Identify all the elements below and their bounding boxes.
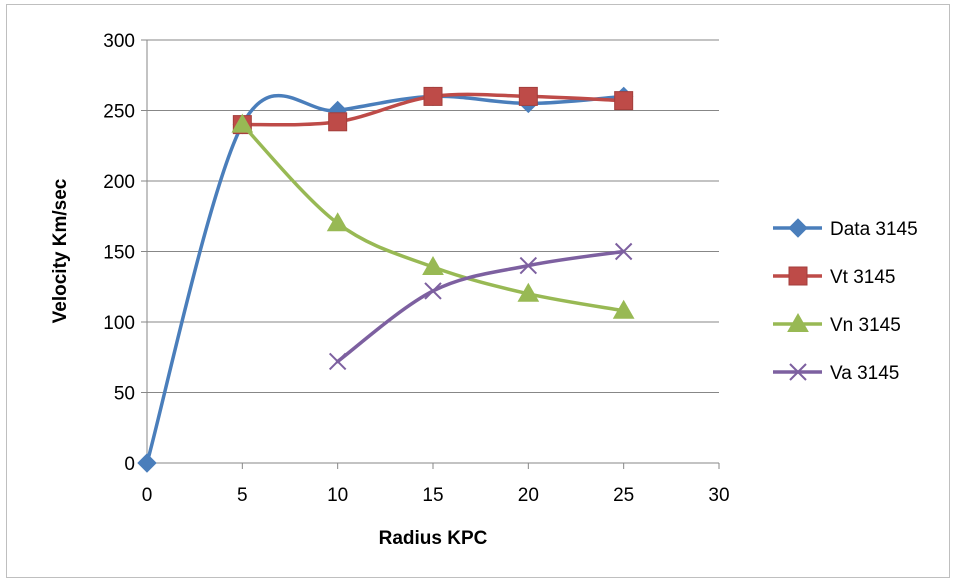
axis-titles: Radius KPC Velocity Km/sec bbox=[50, 178, 488, 549]
point-data-3145-0 bbox=[137, 453, 157, 473]
y-tick-label: 300 bbox=[103, 31, 135, 52]
series-line-va-3145 bbox=[335, 249, 626, 364]
legend-entry-data-3145: Data 3145 bbox=[773, 218, 918, 240]
x-tick-label: 10 bbox=[327, 485, 348, 506]
y-tick-label: 100 bbox=[103, 313, 135, 334]
x-marker-stroke bbox=[328, 352, 347, 371]
x-marker-stroke bbox=[789, 363, 807, 381]
legend-marker-vn-3145 bbox=[787, 312, 809, 332]
legend-entry-vt-3145: Vt 3145 bbox=[773, 266, 896, 288]
x-tick-label: 15 bbox=[422, 485, 443, 506]
point-vt-3145-15 bbox=[423, 86, 443, 106]
series-va-3145 bbox=[328, 242, 633, 371]
y-tick-label: 50 bbox=[114, 384, 135, 405]
x-tick-label: 30 bbox=[708, 485, 729, 506]
y-tick-label: 150 bbox=[103, 243, 135, 264]
point-va-3145-10 bbox=[328, 352, 347, 371]
point-vt-3145-20 bbox=[518, 86, 538, 106]
series-line-data-3145 bbox=[145, 93, 626, 465]
legend-entry-va-3145: Va 3145 bbox=[773, 363, 899, 384]
legend-marker-va-3145 bbox=[789, 363, 807, 381]
point-vn-3145-5 bbox=[231, 113, 254, 133]
x-marker-stroke bbox=[519, 256, 538, 275]
series-line-vn-3145 bbox=[240, 122, 626, 313]
x-tick-label: 0 bbox=[142, 485, 153, 506]
legend-marker-data-3145 bbox=[788, 218, 808, 238]
x-tick-label: 5 bbox=[237, 485, 248, 506]
y-axis-title: Velocity Km/sec bbox=[50, 178, 71, 323]
x-marker-stroke bbox=[614, 242, 633, 261]
x-marker-stroke bbox=[424, 282, 442, 300]
legend-label-vn-3145: Vn 3145 bbox=[830, 315, 901, 336]
point-va-3145-20 bbox=[519, 256, 538, 275]
point-vn-3145-10 bbox=[326, 212, 349, 232]
legend-label-vt-3145: Vt 3145 bbox=[830, 267, 896, 288]
legend-entry-vn-3145: Vn 3145 bbox=[773, 312, 901, 336]
y-tick-label: 200 bbox=[103, 172, 135, 193]
point-vt-3145-10 bbox=[328, 112, 348, 132]
series-data-3145 bbox=[137, 86, 634, 473]
y-tick-label: 0 bbox=[124, 454, 135, 475]
x-tick-label: 25 bbox=[613, 485, 634, 506]
tick-labels: 0 50 100 150 200 250 300 0 5 10 15 20 25 30 bbox=[103, 31, 729, 506]
x-axis-title: Radius KPC bbox=[379, 528, 488, 549]
legend-label-data-3145: Data 3145 bbox=[830, 219, 918, 240]
point-va-3145-15 bbox=[424, 282, 442, 300]
point-vn-3145-20 bbox=[517, 282, 540, 302]
series-vn-3145 bbox=[231, 113, 635, 319]
y-tick-label: 250 bbox=[103, 102, 135, 123]
legend: Data 3145 Vt 3145 Vn 3145 Va 3145 bbox=[773, 218, 918, 384]
series-group bbox=[137, 86, 635, 473]
gridlines bbox=[147, 39, 719, 393]
legend-marker-vt-3145 bbox=[788, 266, 808, 286]
point-vn-3145-15 bbox=[422, 256, 444, 276]
point-vn-3145-25 bbox=[612, 299, 635, 319]
legend-label-va-3145: Va 3145 bbox=[830, 363, 899, 384]
point-vt-3145-25 bbox=[614, 91, 634, 111]
x-tick-label: 20 bbox=[518, 485, 539, 506]
point-va-3145-25 bbox=[614, 242, 633, 261]
